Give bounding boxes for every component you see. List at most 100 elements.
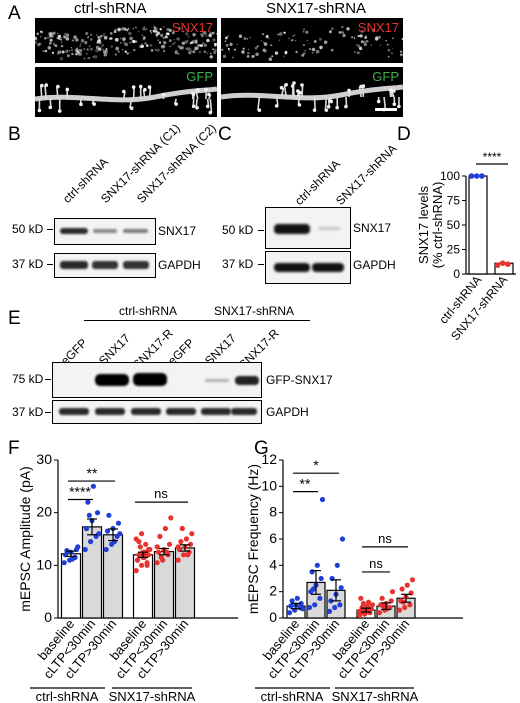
- y-tick-label: 0: [269, 609, 277, 625]
- data-point: [338, 585, 344, 591]
- data-point: [175, 557, 181, 563]
- spine-head: [284, 82, 288, 87]
- data-point: [312, 602, 318, 608]
- punctum: [224, 40, 227, 42]
- punctum: [103, 32, 106, 35]
- punctum: [42, 50, 45, 53]
- punctum: [173, 39, 175, 41]
- punctum: [199, 44, 202, 47]
- punctum: [145, 44, 149, 47]
- punctum: [342, 33, 346, 38]
- punctum: [51, 51, 55, 55]
- data-point: [334, 562, 340, 568]
- punctum: [277, 33, 280, 36]
- punctum: [209, 31, 213, 35]
- group-line: [84, 320, 204, 321]
- spine-head: [324, 108, 329, 112]
- data-point: [367, 607, 373, 613]
- spine-head: [129, 106, 134, 111]
- punctum: [360, 40, 364, 43]
- dendritic-spine: [313, 96, 316, 111]
- punctum: [63, 35, 66, 38]
- punctum: [386, 43, 389, 46]
- punctum: [255, 52, 259, 57]
- panel-a-col-title-ctrl: ctrl-shRNA: [74, 0, 147, 17]
- data-point: [103, 546, 109, 553]
- punctum: [212, 38, 216, 42]
- punctum: [268, 38, 270, 40]
- spine-head: [191, 92, 196, 97]
- punctum: [152, 29, 156, 33]
- spine-head: [196, 88, 200, 92]
- data-point: [294, 595, 300, 601]
- significance-label: **: [300, 476, 311, 492]
- punctum: [76, 55, 78, 57]
- punctum: [72, 39, 75, 42]
- punctum: [123, 42, 126, 44]
- punctum: [363, 42, 368, 47]
- punctum: [392, 48, 394, 50]
- marker-tick: [258, 230, 264, 231]
- data-point: [317, 595, 323, 601]
- punctum: [171, 31, 175, 35]
- punctum: [124, 42, 128, 47]
- blot-e-gapdh: [52, 400, 262, 424]
- punctum: [95, 48, 99, 53]
- punctum: [35, 41, 37, 44]
- punctum: [40, 36, 42, 38]
- punctum: [221, 48, 224, 51]
- spine-head: [40, 83, 44, 88]
- punctum: [155, 30, 158, 33]
- punctum: [121, 27, 125, 31]
- punctum: [102, 34, 105, 37]
- punctum: [73, 35, 77, 39]
- punctum: [359, 46, 363, 51]
- data-point: [139, 531, 145, 537]
- punctum: [306, 39, 309, 42]
- punctum: [86, 48, 89, 51]
- data-point: [318, 575, 324, 582]
- punctum: [110, 37, 113, 40]
- marker-tick: [45, 379, 51, 380]
- punctum: [129, 52, 131, 54]
- data-point: [407, 602, 413, 608]
- punctum: [156, 48, 160, 52]
- punctum: [212, 48, 215, 51]
- dendritic-spine: [148, 87, 152, 100]
- dendritic-spine: [40, 85, 43, 100]
- punctum: [162, 37, 165, 39]
- y-tick-label: 2: [269, 583, 277, 599]
- punctum: [97, 36, 100, 39]
- band-label-b-snx17: SNX17: [158, 224, 197, 238]
- data-point: [337, 602, 343, 608]
- punctum: [190, 50, 193, 52]
- punctum: [357, 35, 360, 38]
- punctum: [165, 32, 169, 35]
- punctum: [192, 39, 196, 43]
- data-point: [139, 562, 145, 568]
- panel-letter-d: D: [397, 124, 411, 145]
- data-point: [88, 539, 94, 545]
- punctum: [379, 44, 381, 46]
- punctum: [158, 41, 162, 44]
- marker-tick: [45, 412, 51, 413]
- punctum: [247, 52, 250, 55]
- punctum: [209, 52, 212, 55]
- punctum: [166, 36, 169, 39]
- punctum: [79, 43, 82, 46]
- data-point: [359, 604, 365, 611]
- spine-head: [204, 87, 208, 92]
- y-axis-label: mEPSC Amplitude (pA): [17, 466, 33, 612]
- spine-head: [57, 109, 62, 113]
- spine-head: [48, 105, 53, 110]
- data-point: [402, 604, 408, 611]
- data-point: [499, 260, 506, 267]
- punctum: [184, 40, 188, 44]
- spine-head: [208, 110, 213, 115]
- data-point: [155, 549, 162, 555]
- dendritic-spine: [129, 98, 133, 109]
- punctum: [54, 44, 58, 47]
- spine-head: [329, 99, 334, 104]
- punctum: [360, 29, 364, 34]
- punctum: [96, 41, 99, 44]
